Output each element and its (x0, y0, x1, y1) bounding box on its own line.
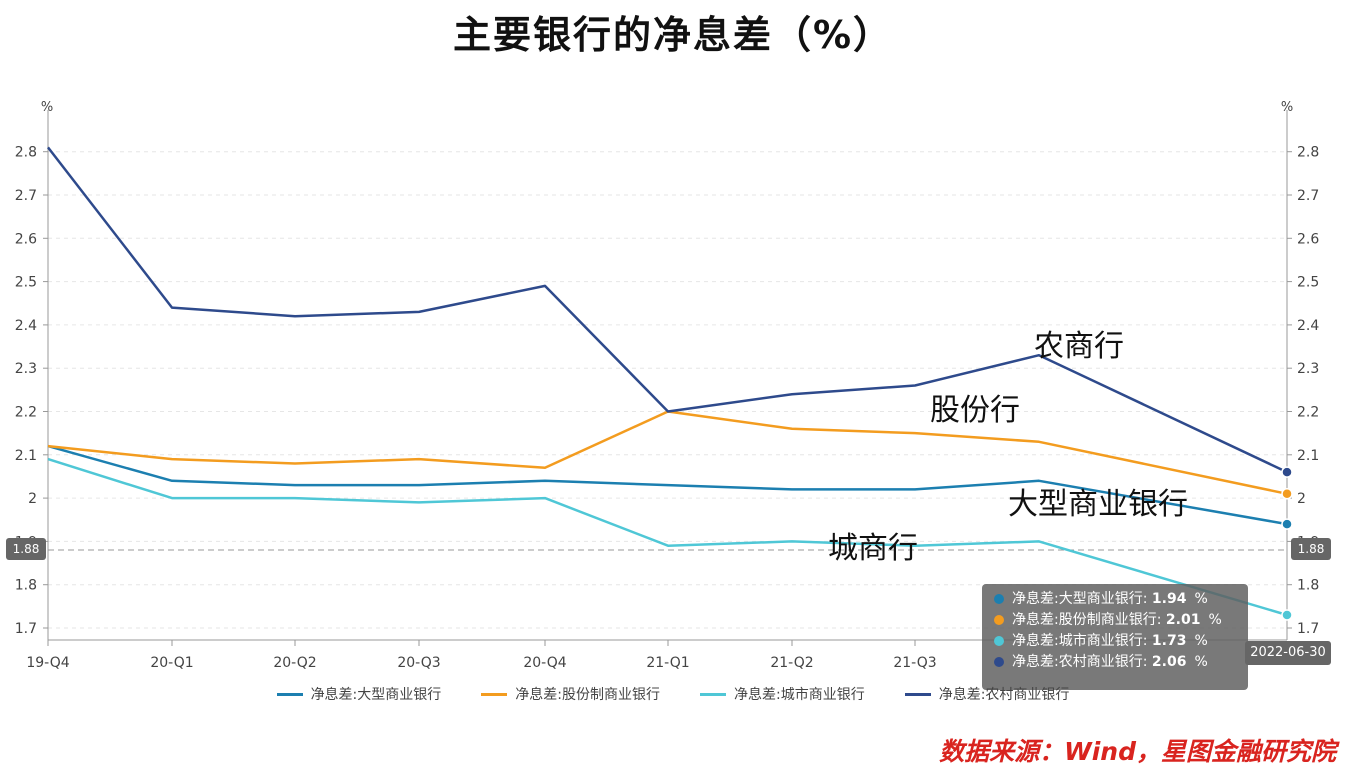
data-tooltip: 净息差:大型商业银行: 1.94% 净息差:股份制商业银行: 2.01% 净息差… (982, 584, 1248, 690)
chart-title: 主要银行的净息差（%） (452, 13, 894, 57)
y-tick-label-right: 2.1 (1297, 448, 1319, 464)
tooltip-value: 2.06 (1151, 654, 1187, 670)
data-point (1281, 488, 1293, 500)
tooltip-dot-city-bank (994, 636, 1004, 646)
y-tick-label-right: 2.8 (1297, 145, 1319, 161)
y-tick-label-right: 2.3 (1297, 361, 1319, 377)
data-point (1281, 609, 1293, 621)
tooltip-dot-rural-bank (994, 657, 1004, 667)
x-tick-label: 21-Q2 (770, 655, 813, 671)
legend-swatch (700, 692, 726, 696)
x-tick-label: 21-Q3 (893, 655, 936, 671)
y-tick-label-left: 2.3 (15, 361, 37, 377)
crosshair-date-badge: 2022-06-30 (1245, 641, 1331, 665)
tooltip-value: 1.73 (1151, 633, 1187, 649)
tooltip-unit: % (1194, 633, 1208, 649)
tooltip-unit: % (1208, 612, 1222, 628)
x-tick-label: 20-Q4 (523, 655, 566, 671)
tooltip-unit: % (1194, 591, 1208, 607)
x-tick-label: 19-Q4 (26, 655, 69, 671)
legend-label: 净息差:城市商业银行 (734, 687, 865, 703)
y-tick-label-right: 2 (1297, 491, 1306, 507)
legend-item-large-bank[interactable]: 净息差:大型商业银行 (276, 684, 442, 704)
x-tick-label: 20-Q1 (150, 655, 193, 671)
y-tick-label-left: 2.4 (15, 318, 37, 334)
legend-label: 净息差:大型商业银行 (310, 687, 442, 703)
legend-label: 净息差:农村商业银行 (938, 687, 1070, 703)
tooltip-dot-joint-stock-bank (994, 615, 1004, 625)
y-tick-label-left: 2 (28, 491, 37, 507)
chart-legend: 净息差:大型商业银行 净息差:股份制商业银行 净息差:城市商业银行 净息差:农村… (0, 684, 1346, 704)
legend-item-joint-stock-bank[interactable]: 净息差:股份制商业银行 (481, 684, 660, 704)
x-tick-label: 20-Q3 (397, 655, 440, 671)
y-tick-label-right: 1.8 (1297, 578, 1319, 594)
tooltip-dot-large-bank (994, 594, 1004, 604)
y-tick-label-right: 2.4 (1297, 318, 1319, 334)
series-annotation: 农商行 (1034, 329, 1124, 364)
x-tick-label: 21-Q1 (646, 655, 689, 671)
y-tick-label-left: 1.8 (15, 578, 37, 594)
tooltip-label: 净息差:城市商业银行: (1012, 633, 1148, 649)
tooltip-unit: % (1194, 654, 1208, 670)
y-tick-label-left: 2.6 (15, 231, 37, 247)
series-line-0 (47, 444, 1288, 526)
y-tick-label-right: 2.7 (1297, 188, 1319, 204)
crosshair-value-right: 1.88 (1291, 538, 1331, 560)
series-annotation: 股份行 (930, 393, 1020, 428)
series-line-2 (47, 457, 1288, 617)
legend-swatch (481, 692, 508, 696)
tooltip-value: 1.94 (1151, 591, 1187, 607)
y-tick-label-right: 2.2 (1297, 405, 1319, 421)
y-tick-label-left: 2.2 (15, 405, 37, 421)
data-point (1281, 466, 1293, 478)
y-unit-right: % (1281, 100, 1293, 115)
data-source-note: 数据来源：Wind，星图金融研究院 (939, 737, 1336, 766)
legend-swatch (276, 692, 303, 696)
y-tick-label-left: 1.7 (15, 621, 37, 637)
y-tick-label-left: 2.1 (15, 448, 37, 464)
tooltip-row-city-bank: 净息差:城市商业银行: 1.73% (994, 631, 1248, 652)
series-annotation: 大型商业银行 (1008, 487, 1188, 522)
crosshair-value-left: 1.88 (6, 538, 46, 560)
series-line-1 (47, 410, 1288, 496)
y-tick-label-right: 2.6 (1297, 231, 1319, 247)
series-line-3 (47, 146, 1288, 474)
tooltip-value: 2.01 (1165, 612, 1201, 628)
y-tick-label-left: 2.7 (15, 188, 37, 204)
legend-item-rural-bank[interactable]: 净息差:农村商业银行 (904, 684, 1070, 704)
tooltip-label: 净息差:股份制商业银行: (1012, 612, 1162, 628)
legend-item-city-bank[interactable]: 净息差:城市商业银行 (700, 684, 865, 704)
y-tick-label-right: 2.5 (1297, 275, 1319, 291)
legend-label: 净息差:股份制商业银行 (515, 687, 660, 703)
x-tick-label: 20-Q2 (273, 655, 316, 671)
y-tick-label-left: 2.8 (15, 145, 37, 161)
data-point (1281, 518, 1293, 530)
legend-swatch (904, 692, 931, 696)
tooltip-row-large-bank: 净息差:大型商业银行: 1.94% (994, 589, 1248, 610)
tooltip-label: 净息差:大型商业银行: (1012, 591, 1148, 607)
y-tick-label-right: 1.7 (1297, 621, 1319, 637)
tooltip-row-joint-stock-bank: 净息差:股份制商业银行: 2.01% (994, 610, 1248, 631)
series-annotation: 城商行 (828, 531, 918, 566)
y-tick-label-left: 2.5 (15, 275, 37, 291)
tooltip-label: 净息差:农村商业银行: (1012, 654, 1148, 670)
y-unit-left: % (41, 100, 53, 115)
tooltip-row-rural-bank: 净息差:农村商业银行: 2.06% (994, 652, 1248, 673)
